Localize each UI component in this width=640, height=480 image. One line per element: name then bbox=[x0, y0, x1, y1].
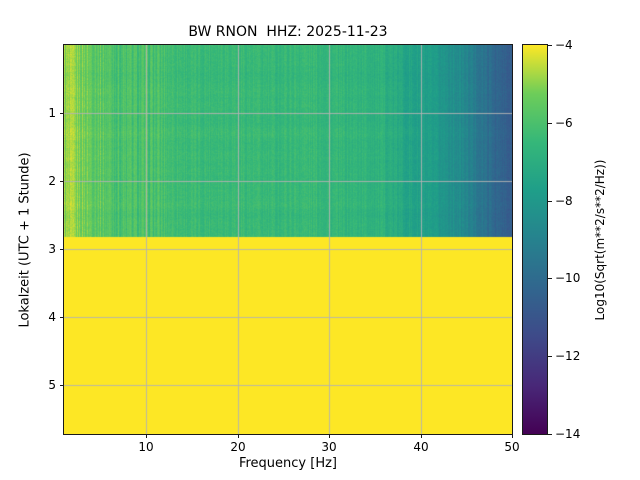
x-tick-mark bbox=[421, 434, 422, 438]
colorbar bbox=[522, 44, 548, 435]
x-tick-mark bbox=[146, 434, 147, 438]
y-tick-mark bbox=[60, 317, 64, 318]
y-tick-label: 5 bbox=[48, 378, 56, 392]
x-tick-label: 10 bbox=[138, 440, 154, 454]
y-tick-label: 3 bbox=[48, 242, 56, 256]
y-tick-mark bbox=[60, 113, 64, 114]
y-tick-mark bbox=[60, 181, 64, 182]
colorbar-label: Log10(Sqrt(m**2/s**2/Hz)) bbox=[593, 159, 607, 321]
colorbar-tick-label: −4 bbox=[555, 38, 573, 52]
x-tick-label: 40 bbox=[413, 440, 429, 454]
x-tick-mark bbox=[329, 434, 330, 438]
spectrogram-heatmap bbox=[64, 45, 512, 434]
chart-title: BW RNON HHZ: 2025-11-23 bbox=[188, 24, 388, 40]
plot-area bbox=[63, 44, 513, 435]
colorbar-tick-mark bbox=[548, 356, 552, 357]
colorbar-tick-label: −14 bbox=[555, 427, 581, 441]
x-axis-label: Frequency [Hz] bbox=[238, 456, 338, 471]
colorbar-tick-label: −6 bbox=[555, 116, 573, 130]
colorbar-tick-label: −12 bbox=[555, 349, 581, 363]
colorbar-tick-mark bbox=[548, 123, 552, 124]
x-tick-label: 30 bbox=[321, 440, 337, 454]
y-tick-label: 1 bbox=[48, 106, 56, 120]
y-tick-mark bbox=[60, 249, 64, 250]
x-tick-label: 50 bbox=[504, 440, 520, 454]
x-tick-label: 20 bbox=[230, 440, 246, 454]
colorbar-tick-mark bbox=[548, 434, 552, 435]
y-tick-mark bbox=[60, 385, 64, 386]
colorbar-tick-mark bbox=[548, 278, 552, 279]
x-tick-mark bbox=[512, 434, 513, 438]
colorbar-tick-label: −8 bbox=[555, 194, 573, 208]
colorbar-tick-label: −10 bbox=[555, 271, 581, 285]
y-tick-label: 4 bbox=[48, 310, 56, 324]
x-tick-mark bbox=[238, 434, 239, 438]
colorbar-tick-mark bbox=[548, 201, 552, 202]
y-tick-label: 2 bbox=[48, 174, 56, 188]
colorbar-tick-mark bbox=[548, 45, 552, 46]
